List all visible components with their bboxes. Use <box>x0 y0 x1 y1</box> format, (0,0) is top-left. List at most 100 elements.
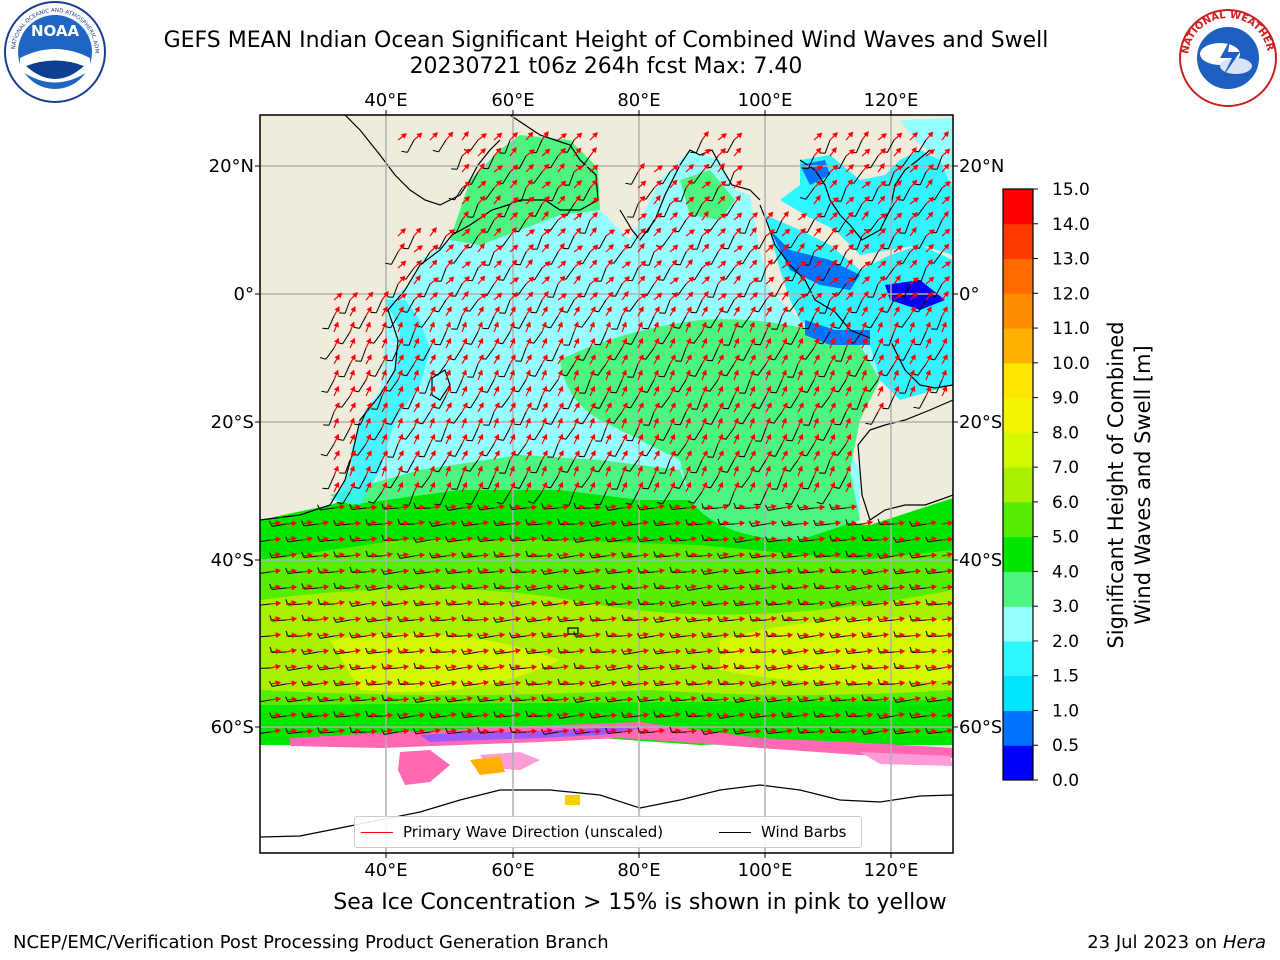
wave-direction-arrowhead <box>499 680 506 687</box>
wind-barb-shaft <box>880 619 895 622</box>
wind-barb-shaft <box>919 171 927 186</box>
wave-direction-arrowhead <box>733 369 739 376</box>
wind-barb-shaft <box>895 667 911 669</box>
wave-direction-arrowhead <box>483 536 490 543</box>
wind-barb-shaft <box>352 507 367 510</box>
lon-bottom-label: 60°E <box>491 860 534 881</box>
wind-barb-shaft <box>774 347 783 361</box>
wind-barb-feather <box>829 663 833 670</box>
wind-barb-shaft <box>576 571 591 575</box>
wave-direction-arrowhead <box>339 520 346 527</box>
wave-direction-arrowhead <box>461 321 467 328</box>
wave-direction-arrowhead <box>382 450 388 457</box>
wind-barb-shaft <box>704 571 719 575</box>
wave-direction-arrowhead <box>707 712 714 719</box>
wind-barb-shaft <box>935 379 943 394</box>
colorbar-segment <box>1003 536 1033 572</box>
wind-barb-shaft <box>815 555 831 558</box>
wind-barb-shaft <box>799 603 815 605</box>
wave-direction-arrowhead <box>718 450 724 457</box>
wind-barb-shaft <box>935 219 943 234</box>
wind-barb-shaft <box>768 667 783 671</box>
wave-direction-arrowhead <box>397 369 403 376</box>
wave-direction-arrowhead <box>755 648 762 655</box>
wave-direction-arrowhead <box>461 417 467 424</box>
wave-direction-arrowhead <box>639 162 645 170</box>
wind-barb-shaft <box>447 603 463 606</box>
wind-barb-shaft <box>288 667 303 671</box>
wind-barb-shaft <box>432 587 447 590</box>
wave-direction-arrowhead <box>323 664 330 671</box>
wave-direction-arrowhead <box>671 179 678 186</box>
wave-direction-arrowhead <box>637 417 643 424</box>
wind-barb-shaft <box>550 411 559 425</box>
wave-direction-arrowhead <box>462 402 468 409</box>
wave-direction-arrowhead <box>718 306 724 313</box>
wind-barb-feather <box>621 711 625 718</box>
wave-direction-arrowhead <box>643 552 650 559</box>
wave-direction-arrowhead <box>819 520 826 526</box>
wind-barb-shaft <box>487 155 495 170</box>
wave-direction-arrowhead <box>509 433 516 440</box>
wave-direction-arrowhead <box>275 552 282 558</box>
wave-direction-arrowhead <box>509 465 515 472</box>
wave-direction-arrowhead <box>387 504 394 510</box>
wind-barb-shaft <box>912 523 927 527</box>
wind-barb-feather <box>317 695 321 702</box>
wave-direction-arrowhead <box>451 664 458 670</box>
wind-barb-shaft <box>928 571 943 574</box>
wind-barb-shaft <box>808 411 815 426</box>
wave-direction-arrowhead <box>691 648 698 654</box>
wave-direction-arrowhead <box>323 568 330 574</box>
wave-direction-arrowhead <box>685 465 691 472</box>
wind-barb-shaft <box>816 619 831 623</box>
wind-barb-shaft <box>832 507 847 510</box>
wave-direction-arrowhead <box>307 728 314 735</box>
wave-direction-arrowhead <box>627 520 634 527</box>
wave-direction-arrowhead <box>334 402 340 409</box>
wind-barb-shaft <box>487 315 495 330</box>
wind-barb-shaft <box>736 699 751 703</box>
wave-direction-arrowhead <box>639 242 645 250</box>
wind-barb-shaft <box>646 379 655 393</box>
colorbar-segment <box>1003 362 1033 399</box>
wind-barb-shaft <box>709 379 719 392</box>
wave-direction-arrowhead <box>579 536 586 542</box>
wave-direction-arrowhead <box>736 292 743 299</box>
wave-direction-arrowhead <box>398 306 404 313</box>
wind-barb-shaft <box>511 539 527 542</box>
wave-direction-arrowhead <box>543 290 549 298</box>
wave-direction-arrowhead <box>813 321 819 328</box>
wind-barb-shaft <box>736 571 751 575</box>
wind-barb-shaft <box>704 635 719 638</box>
wind-barb-shaft <box>688 587 703 591</box>
wave-direction-arrowhead <box>515 568 522 575</box>
noaa-logo-text: NOAA <box>31 22 80 40</box>
wave-direction-arrowhead <box>447 131 454 138</box>
coastlines <box>260 115 953 838</box>
wave-direction-arrowhead <box>574 306 580 313</box>
wind-barb-shaft <box>800 667 815 671</box>
wind-barb-shaft <box>288 539 303 543</box>
wave-direction-arrowhead <box>419 648 426 655</box>
wind-barb-shaft <box>655 587 671 589</box>
wave-direction-arrowhead <box>621 369 627 376</box>
wind-barb-shaft <box>791 427 799 442</box>
lon-top-label: 40°E <box>364 90 407 111</box>
wind-barb-shaft <box>591 651 607 653</box>
wave-direction-arrowhead <box>781 433 788 440</box>
wave-direction-arrowhead <box>349 321 355 328</box>
wave-direction-arrowhead <box>797 369 803 376</box>
wind-barb-feather <box>354 423 361 426</box>
wave-direction-arrowhead <box>832 277 840 283</box>
wave-direction-arrowhead <box>355 584 362 590</box>
wave-direction-arrowhead <box>608 276 615 283</box>
wave-direction-arrowhead <box>653 337 660 344</box>
wave-direction-arrowhead <box>928 196 935 203</box>
wave-direction-arrowhead <box>483 616 490 623</box>
wind-barb-feather <box>429 712 433 719</box>
wave-direction-arrowhead <box>675 552 682 558</box>
wave-direction-arrowhead <box>798 354 804 361</box>
wave-direction-arrowhead <box>419 552 426 559</box>
wind-barb-shaft <box>352 667 367 670</box>
